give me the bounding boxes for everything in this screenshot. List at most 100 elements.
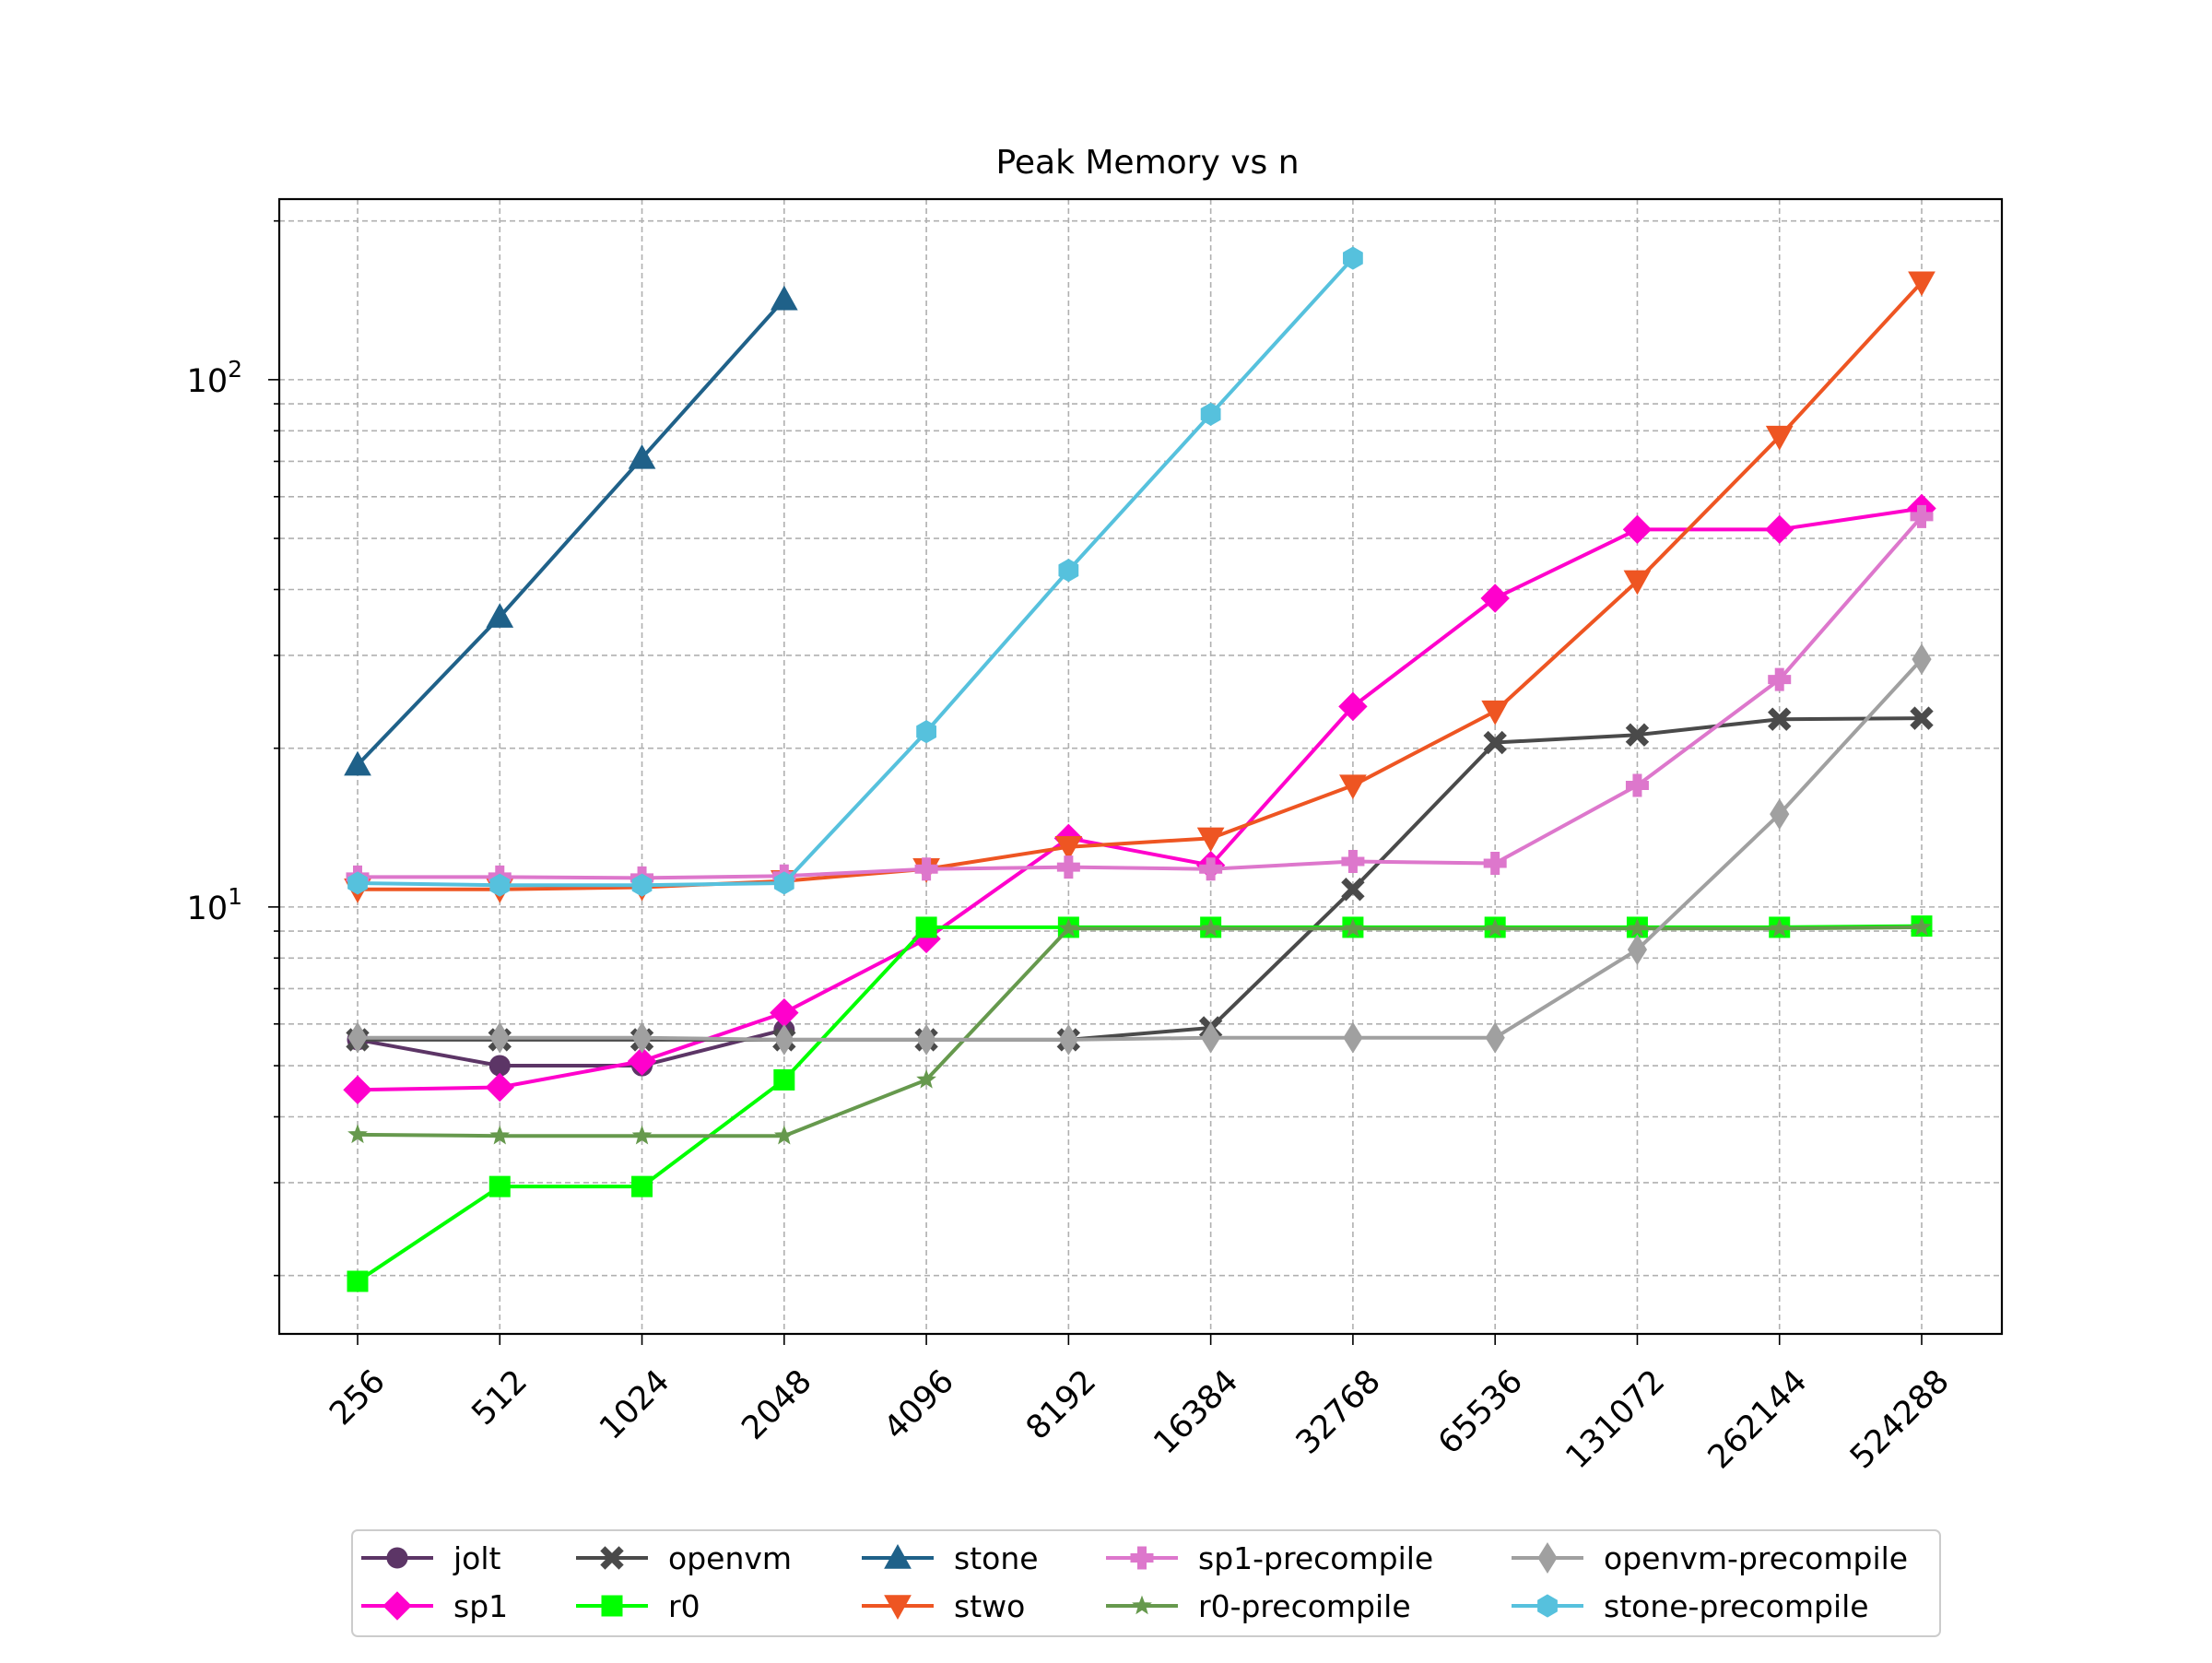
data-point-stone-precompile <box>631 873 653 897</box>
legend-marker-stwo <box>884 1595 912 1621</box>
legend-marker-r0-precompile <box>1132 1595 1152 1615</box>
data-point-stone <box>770 285 798 311</box>
data-point-r0 <box>915 916 937 938</box>
data-point-r0 <box>773 1068 795 1091</box>
data-point-openvm-precompile <box>631 1021 653 1054</box>
data-point-openvm-precompile <box>1058 1023 1078 1056</box>
legend-marker-stone-precompile <box>1537 1594 1558 1618</box>
data-point-sp1-precompile <box>1341 849 1365 873</box>
grid <box>279 199 2002 1334</box>
data-point-openvm-precompile <box>1912 643 1932 676</box>
data-point-stwo <box>1339 774 1367 800</box>
data-point-sp1-precompile <box>1056 855 1080 879</box>
series-line-openvm <box>358 716 1923 1042</box>
legend-marker-jolt <box>386 1547 408 1569</box>
data-point-sp1 <box>343 1075 372 1104</box>
legend-marker-r0 <box>601 1595 623 1617</box>
legend-label: stone <box>954 1540 1039 1576</box>
data-point-sp1 <box>1622 514 1653 545</box>
series-line-stone <box>356 298 786 767</box>
data-point-stone-precompile <box>489 873 511 897</box>
data-point-openvm <box>1910 706 1934 730</box>
y-tick-exponent: 2 <box>228 356 242 383</box>
legend-item-openvm-precompile: openvm-precompile <box>1512 1540 1908 1576</box>
y-tick-base: 10 <box>187 363 229 400</box>
legend-item-r0: r0 <box>576 1588 700 1624</box>
data-point-stone-precompile <box>347 871 368 895</box>
data-point-r0-precompile <box>773 1125 794 1145</box>
series-stone <box>344 285 798 776</box>
data-point-openvm-precompile <box>347 1021 368 1054</box>
data-point-stone-precompile <box>1200 402 1221 426</box>
data-point-r0-precompile <box>1912 916 1932 937</box>
legend-marker-sp1 <box>382 1591 412 1621</box>
data-point-r0-precompile <box>1627 917 1648 938</box>
legend-item-stone-precompile: stone-precompile <box>1512 1588 1869 1624</box>
series-stone-precompile <box>347 246 1363 897</box>
data-point-stone-precompile <box>1058 559 1079 583</box>
data-point-r0-precompile <box>1769 917 1790 938</box>
legend: jolt sp1 openvm r0 stone stwo sp1-precompile r0… <box>351 1529 1941 1637</box>
y-tick-exponent: 1 <box>228 883 242 910</box>
y-tick-base: 10 <box>187 890 229 927</box>
legend-item-stwo: stwo <box>862 1588 1025 1624</box>
legend-marker-sp1-precompile <box>1130 1546 1154 1570</box>
legend-label: jolt <box>453 1540 501 1576</box>
data-point-openvm-precompile <box>1485 1021 1505 1054</box>
data-point-openvm <box>1625 723 1650 747</box>
legend-label: stwo <box>954 1588 1025 1624</box>
series-line-stwo <box>358 280 1924 891</box>
legend-marker-openvm-precompile <box>1537 1542 1558 1574</box>
series-line-stone-precompile <box>357 256 1355 888</box>
legend-label: openvm-precompile <box>1604 1540 1908 1576</box>
data-point-sp1 <box>1765 514 1794 545</box>
data-point-openvm-precompile <box>1201 1021 1221 1054</box>
data-point-r0-precompile <box>631 1125 653 1145</box>
legend-item-r0-precompile: r0-precompile <box>1106 1588 1411 1624</box>
plot-frame <box>277 197 2004 1336</box>
data-point-openvm-precompile <box>916 1023 936 1056</box>
data-point-stone-precompile <box>916 720 936 744</box>
data-point-stone <box>486 603 514 628</box>
data-point-r0-precompile <box>1485 917 1506 938</box>
legend-item-stone: stone <box>862 1540 1039 1576</box>
legend-item-sp1: sp1 <box>361 1588 508 1624</box>
legend-label: sp1 <box>453 1588 508 1624</box>
data-point-r0 <box>488 1175 511 1197</box>
data-point-stwo <box>1765 425 1794 451</box>
legend-label: openvm <box>668 1540 792 1576</box>
series-group <box>343 246 1936 1292</box>
data-point-sp1 <box>485 1072 514 1103</box>
legend-item-openvm: openvm <box>576 1540 792 1576</box>
data-point-r0 <box>347 1270 369 1292</box>
legend-marker-stone <box>884 1543 912 1569</box>
y-tick-label: 101 <box>187 883 242 927</box>
series-stwo <box>344 271 1936 903</box>
legend-item-jolt: jolt <box>361 1540 501 1576</box>
data-point-sp1 <box>627 1046 657 1076</box>
legend-label: sp1-precompile <box>1198 1540 1433 1576</box>
series-line-openvm-precompile <box>358 657 1924 1042</box>
data-point-openvm-precompile <box>1343 1021 1363 1054</box>
data-point-sp1-precompile <box>1768 667 1792 691</box>
data-point-sp1 <box>1338 691 1368 722</box>
data-point-sp1-precompile <box>1199 857 1223 881</box>
data-point-stone-precompile <box>1343 246 1363 270</box>
data-point-openvm-precompile <box>1627 934 1648 966</box>
data-point-r0-precompile <box>1200 917 1221 938</box>
y-tick-label: 102 <box>187 356 242 400</box>
data-point-stone <box>628 443 656 469</box>
legend-item-sp1-precompile: sp1-precompile <box>1106 1540 1433 1576</box>
data-point-openvm-precompile <box>489 1021 510 1054</box>
legend-label: stone-precompile <box>1604 1588 1869 1624</box>
data-point-stwo <box>1481 700 1510 725</box>
data-point-sp1-precompile <box>1483 852 1507 876</box>
data-point-openvm <box>1768 707 1792 731</box>
data-point-r0-precompile <box>916 1069 936 1089</box>
data-point-stwo <box>1196 827 1225 853</box>
series-line-sp1-precompile <box>358 515 1924 880</box>
legend-label: r0 <box>668 1588 700 1624</box>
